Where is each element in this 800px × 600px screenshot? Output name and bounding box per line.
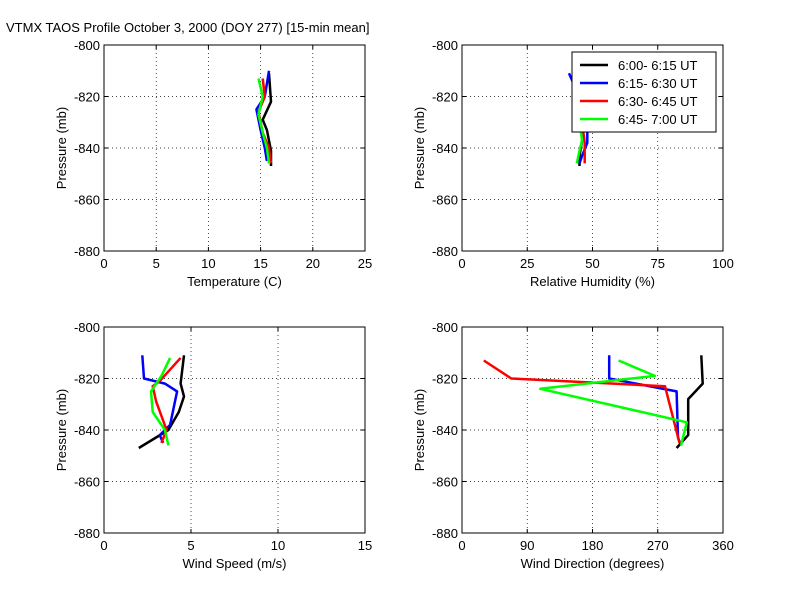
- legend-label-3: 6:30- 6:45 UT: [618, 94, 698, 109]
- legend-label-1: 6:00- 6:15 UT: [618, 58, 698, 73]
- series-line-1: [261, 73, 273, 166]
- legend-label-4: 6:45- 7:00 UT: [618, 112, 698, 127]
- x-axis-label: Relative Humidity (%): [530, 274, 655, 289]
- y-axis-label: Pressure (mb): [54, 107, 69, 189]
- x-tick-label: 180: [582, 538, 604, 553]
- x-tick-label: 0: [100, 256, 107, 271]
- y-tick-label: -820: [74, 90, 100, 105]
- x-tick-label: 75: [651, 256, 665, 271]
- plot-area: [462, 327, 723, 533]
- panels: 0 5 10 15 20 25 -800 -820 -840 -860 -880 Temperatur…: [54, 38, 734, 571]
- x-tick-label: 100: [712, 256, 734, 271]
- y-tick-label: -880: [432, 244, 458, 259]
- y-tick-label: -860: [74, 193, 100, 208]
- x-tick-label: 15: [358, 538, 372, 553]
- y-tick-label: -820: [432, 372, 458, 387]
- x-tick-label: 10: [201, 256, 215, 271]
- x-tick-label: 0: [100, 538, 107, 553]
- plot-area: [104, 327, 365, 533]
- y-axis-label: Pressure (mb): [412, 389, 427, 471]
- x-axis-label: Wind Direction (degrees): [521, 556, 665, 571]
- y-tick-label: -860: [432, 475, 458, 490]
- series-line-1: [675, 355, 704, 449]
- y-axis-label: Pressure (mb): [54, 389, 69, 471]
- x-tick-label: 5: [153, 256, 160, 271]
- x-tick-label: 25: [358, 256, 372, 271]
- y-tick-label: -840: [74, 423, 100, 438]
- panel-4: 0 90 180 270 360 -800 -820 -840 -860 -880 Wind Dir…: [412, 320, 734, 571]
- y-tick-label: -880: [74, 244, 100, 259]
- x-tick-label: 5: [187, 538, 194, 553]
- y-tick-label: -880: [74, 526, 100, 541]
- x-axis-label: Wind Speed (m/s): [182, 556, 286, 571]
- x-tick-label: 0: [458, 538, 465, 553]
- x-tick-label: 90: [520, 538, 534, 553]
- panel-1: 0 5 10 15 20 25 -800 -820 -840 -860 -880 Temperatur…: [54, 38, 372, 289]
- y-axis-label: Pressure (mb): [412, 107, 427, 189]
- x-tick-label: 15: [253, 256, 267, 271]
- x-tick-label: 270: [647, 538, 669, 553]
- y-tick-label: -800: [74, 38, 100, 53]
- series-line-4: [149, 357, 172, 446]
- series-line-4: [539, 359, 689, 446]
- y-tick-label: -820: [74, 372, 100, 387]
- x-axis-label: Temperature (C): [187, 274, 282, 289]
- x-tick-label: 20: [306, 256, 320, 271]
- y-tick-label: -840: [74, 141, 100, 156]
- x-tick-label: 50: [585, 256, 599, 271]
- y-tick-label: -800: [432, 38, 458, 53]
- plot-area: [104, 45, 365, 251]
- y-tick-label: -840: [432, 423, 458, 438]
- legend-label-2: 6:15- 6:30 UT: [618, 76, 698, 91]
- figure-title: VTMX TAOS Profile October 3, 2000 (DOY 2…: [6, 20, 369, 35]
- panel-3: 0 5 10 15 -800 -820 -840 -860 -880 Wind Speed (m/…: [54, 320, 372, 571]
- y-tick-label: -800: [432, 320, 458, 335]
- y-tick-label: -860: [74, 475, 100, 490]
- series-line-2: [141, 355, 179, 444]
- y-tick-label: -800: [74, 320, 100, 335]
- y-tick-label: -820: [432, 90, 458, 105]
- y-tick-label: -840: [432, 141, 458, 156]
- x-tick-label: 0: [458, 256, 465, 271]
- y-tick-label: -880: [432, 526, 458, 541]
- series-line-4: [257, 78, 271, 164]
- y-tick-label: -860: [432, 193, 458, 208]
- legend: 6:00- 6:15 UT 6:15- 6:30 UT 6:30- 6:45 UT 6…: [571, 51, 717, 133]
- x-tick-label: 25: [520, 256, 534, 271]
- x-tick-label: 360: [712, 538, 734, 553]
- x-tick-label: 10: [271, 538, 285, 553]
